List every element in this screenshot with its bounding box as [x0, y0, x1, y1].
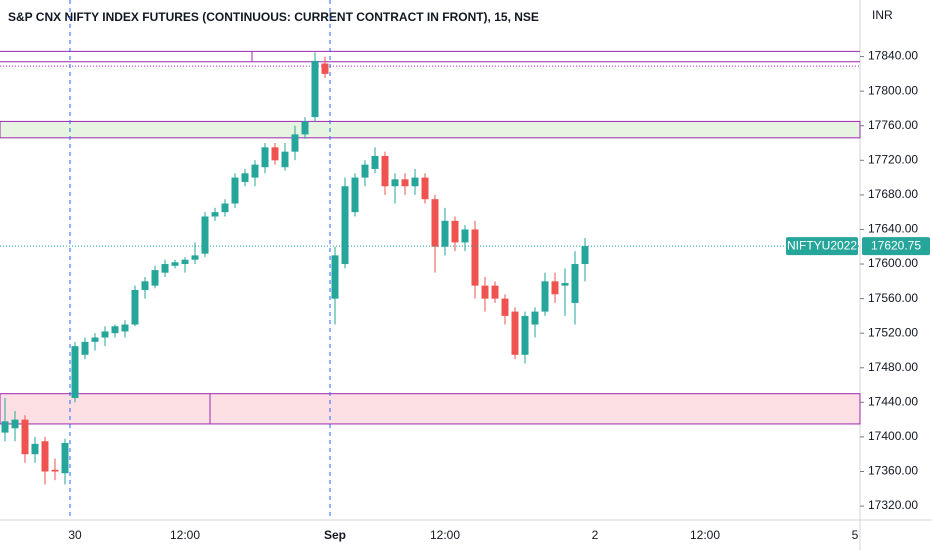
candle-body — [361, 164, 369, 178]
zone — [0, 120, 861, 139]
candle-body — [111, 326, 119, 334]
candle-body — [501, 298, 509, 316]
candle-body — [91, 337, 99, 342]
candle-body — [451, 220, 459, 243]
candle-body — [421, 177, 429, 200]
candle-body — [461, 229, 469, 243]
x-tick-label: 12:00 — [690, 528, 720, 542]
candle-body — [401, 179, 409, 187]
candle-body — [101, 331, 109, 338]
y-tick-label: 17640.00 — [868, 222, 918, 236]
y-tick-label: 17840.00 — [868, 49, 918, 63]
symbol-label: NIFTYU2022 — [787, 238, 857, 252]
candle-body — [521, 315, 529, 355]
x-tick-label: 12:00 — [170, 528, 200, 542]
candle-body — [41, 441, 49, 472]
candle-body — [131, 289, 139, 325]
y-tick-label: 17800.00 — [868, 83, 918, 97]
y-tick-label: 17760.00 — [868, 118, 918, 132]
candle-body — [261, 147, 269, 168]
candle-body — [141, 281, 149, 290]
x-tick-label: Sep — [324, 528, 346, 542]
candle-body — [291, 134, 299, 152]
candle-body — [551, 281, 559, 295]
candle-body — [311, 60, 319, 118]
candle-body — [121, 324, 129, 332]
y-tick-label: 17400.00 — [868, 429, 918, 443]
candle-body — [301, 121, 309, 135]
candle-body — [241, 173, 249, 182]
candle-body — [151, 270, 159, 286]
symbol-badge — [786, 237, 858, 256]
y-tick-label: 17440.00 — [868, 395, 918, 409]
candle-body — [481, 285, 489, 299]
candle-body — [201, 216, 209, 254]
chart-title: S&P CNX NIFTY INDEX FUTURES (CONTINUOUS:… — [8, 10, 539, 24]
candle-body — [71, 346, 79, 399]
candle-body — [191, 255, 199, 260]
y-tick-label: 17720.00 — [868, 152, 918, 166]
candle-body — [31, 443, 39, 455]
x-tick-label: 2 — [592, 528, 599, 542]
x-tick-label: 12:00 — [430, 528, 460, 542]
x-tick-label: 5 — [852, 528, 859, 542]
candle-body — [381, 155, 389, 187]
candle-body — [181, 259, 189, 265]
candle-body — [441, 220, 449, 247]
candle-body — [81, 341, 89, 355]
candle-body — [561, 283, 569, 286]
candle-body — [11, 419, 19, 429]
y-tick-label: 17320.00 — [868, 498, 918, 512]
y-tick-label: 17480.00 — [868, 360, 918, 374]
candle-body — [541, 281, 549, 312]
candle-body — [581, 246, 589, 265]
zone — [0, 393, 861, 425]
candle-body — [251, 164, 259, 178]
candle-body — [321, 63, 329, 74]
candle-body — [491, 285, 499, 299]
candle-body — [231, 177, 239, 204]
candle-body — [211, 212, 219, 217]
candle-body — [511, 311, 519, 355]
candle-body — [351, 177, 359, 213]
x-tick-label: 30 — [68, 528, 82, 542]
candle-body — [471, 229, 479, 286]
price-badge — [862, 237, 930, 256]
y-tick-label: 17560.00 — [868, 291, 918, 305]
candle-body — [571, 264, 579, 303]
candle-body — [1, 421, 9, 433]
candle-body — [21, 419, 29, 455]
candle-body — [221, 203, 229, 213]
candle-body — [281, 151, 289, 168]
candle-body — [331, 255, 339, 299]
y-tick-label: 17360.00 — [868, 464, 918, 478]
y-tick-label: 17680.00 — [868, 187, 918, 201]
candle-body — [391, 179, 399, 187]
candle-body — [341, 186, 349, 265]
candle-body — [531, 311, 539, 325]
currency: INR — [872, 8, 893, 22]
candle-body — [61, 442, 69, 474]
candle-body — [411, 177, 419, 187]
candle-body — [271, 147, 279, 161]
candle-body — [371, 155, 379, 169]
y-tick-label: 17520.00 — [868, 325, 918, 339]
price-label: 17620.75 — [871, 238, 921, 252]
candle-body — [51, 469, 59, 472]
y-tick-label: 17600.00 — [868, 256, 918, 270]
candle-body — [171, 262, 179, 266]
candle-body — [161, 264, 169, 273]
candle-body — [431, 199, 439, 247]
